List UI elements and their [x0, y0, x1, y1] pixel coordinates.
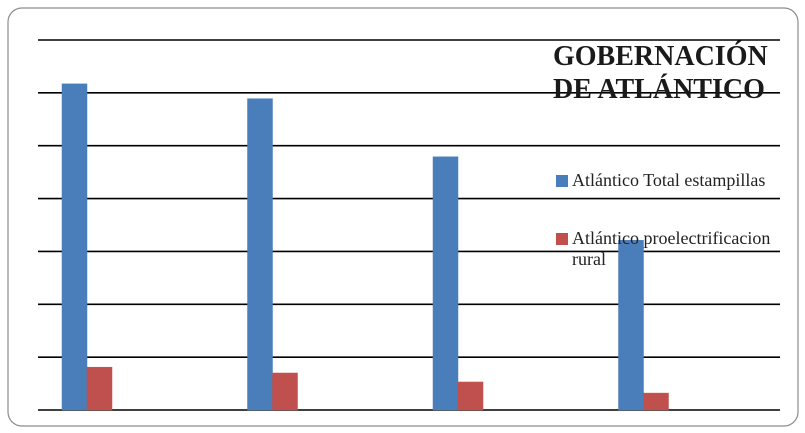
legend-item: Atlántico proelectrificacion rural: [556, 228, 784, 270]
legend-swatch: [556, 175, 568, 187]
legend-label: Atlántico Total estampillas: [572, 170, 766, 190]
bar: [457, 381, 484, 411]
bar: [272, 372, 298, 411]
legend-label: Atlántico proelectrificacion rural: [572, 228, 771, 269]
chart-title: GOBERNACIÓN DE ATLÁNTICO: [553, 41, 768, 105]
bar: [247, 98, 273, 411]
legend-swatch: [556, 233, 568, 245]
bar: [86, 366, 113, 411]
frame: [7, 7, 799, 427]
bar: [643, 392, 669, 411]
bar: [61, 83, 88, 411]
bar: [432, 156, 459, 411]
legend-item: Atlántico Total estampillas: [556, 170, 784, 191]
bar: [618, 240, 644, 411]
